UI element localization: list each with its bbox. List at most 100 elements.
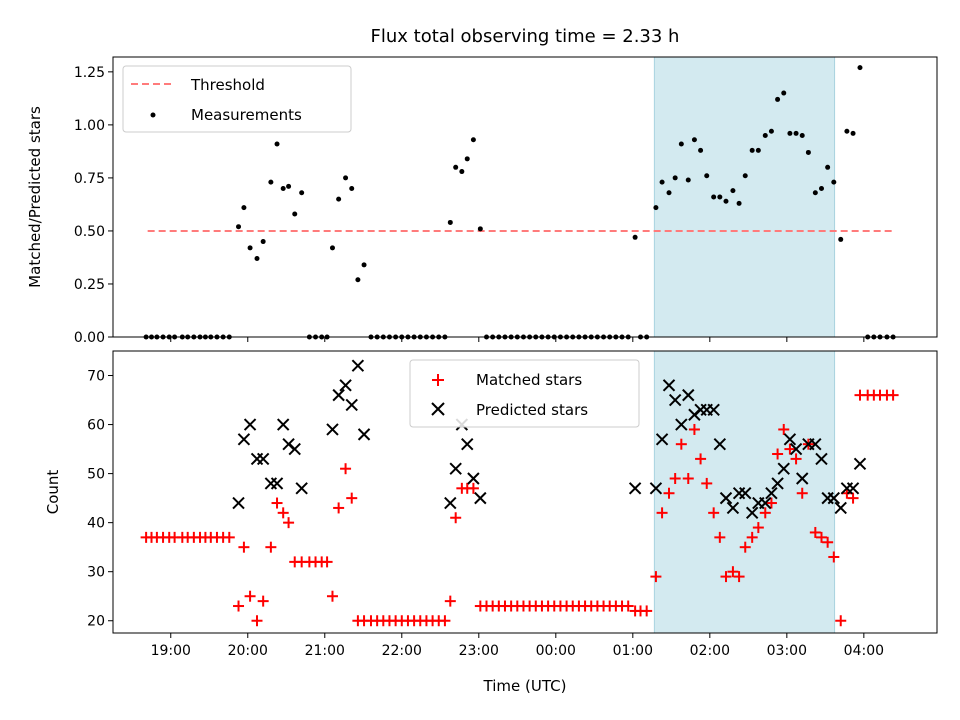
matched-star-point (828, 551, 840, 563)
predicted-star-point (250, 452, 264, 466)
bottom-y-tick-label: 60 (87, 418, 105, 434)
measurement-point (831, 179, 837, 185)
x-tick-label: 02:00 (690, 643, 730, 659)
bottom-plot-frame (112, 350, 938, 634)
measurement-point (260, 239, 266, 245)
x-tick-label: 23:00 (459, 643, 499, 659)
predicted-star-point (789, 442, 803, 456)
bottom-y-axis-label: Count (44, 470, 62, 515)
matched-star-point (822, 536, 834, 548)
measurement-point (850, 130, 856, 136)
top-highlight-span (653, 56, 836, 338)
top-y-tick-label: 0.50 (74, 224, 105, 240)
predicted-star-point (256, 452, 270, 466)
measurement-point (292, 211, 298, 217)
matched-star-point (439, 615, 451, 627)
top-y-tick-label: 0.00 (74, 330, 105, 346)
measurement-point (711, 194, 717, 200)
predicted-star-point (276, 418, 290, 431)
measurement-point (704, 173, 710, 179)
matched-star-point (835, 615, 847, 627)
measurement-point (736, 200, 742, 206)
matched-star-point (251, 615, 263, 627)
matched-star-point (708, 507, 720, 519)
measurement-point (299, 190, 305, 196)
measurement-point (805, 149, 811, 155)
measurement-point (286, 183, 292, 189)
measurement-point (793, 130, 799, 136)
measurement-point (723, 198, 729, 204)
measurement-point (787, 130, 793, 136)
matched-star-point (714, 531, 726, 543)
matched-star-point (815, 531, 827, 543)
measurement-point (355, 277, 361, 283)
x-tick-label: 03:00 (767, 643, 807, 659)
predicted-star-point (628, 482, 642, 495)
legend-measurements-swatch (150, 112, 156, 118)
x-tick-label: 20:00 (228, 643, 268, 659)
matched-star-point (265, 541, 277, 553)
measurement-point (775, 96, 781, 102)
measurement-point (470, 137, 476, 143)
predicted-star-point (339, 379, 352, 392)
matched-star-point (746, 531, 758, 543)
predicted-star-point (295, 482, 308, 495)
measurement-point (653, 205, 659, 211)
measurement-point (812, 190, 818, 196)
bottom-legend: Matched stars Predicted stars (409, 359, 640, 428)
matched-star-point (739, 541, 751, 553)
predicted-star-point (783, 433, 797, 446)
legend-predicted-swatch (431, 402, 445, 416)
matched-star-point (444, 595, 456, 607)
matched-star-point (790, 453, 802, 465)
legend-matched-swatch (432, 374, 444, 386)
matched-star-point (688, 423, 700, 435)
bottom-y-tick-label: 20 (87, 614, 105, 630)
predicted-star-point (332, 388, 345, 402)
predicted-star-point (288, 442, 301, 456)
matched-star-point (720, 571, 732, 583)
predicted-star-point (834, 501, 847, 515)
measurement-point (280, 186, 286, 192)
legend-matched-label: Matched stars (476, 371, 582, 389)
predicted-star-point (827, 491, 841, 505)
predicted-star-point (745, 506, 759, 520)
measurement-point (336, 196, 342, 202)
predicted-star-point (449, 462, 462, 475)
predicted-star-point (649, 482, 663, 495)
measurement-point (678, 141, 684, 147)
predicted-star-point (846, 482, 860, 495)
measurement-point (447, 219, 453, 225)
measurement-point (254, 256, 260, 262)
matched-star-point (277, 507, 289, 519)
matched-star-point (682, 473, 694, 485)
matched-star-point (238, 541, 250, 553)
x-tick-label: 00:00 (536, 643, 576, 659)
predicted-star-point (726, 501, 740, 515)
measurement-point (361, 262, 367, 268)
matched-star-point (340, 463, 352, 475)
matched-star-point (656, 507, 668, 519)
measurement-point (329, 245, 335, 251)
predicted-star-point (467, 472, 480, 485)
measurement-point (762, 132, 768, 138)
predicted-star-point (326, 423, 339, 436)
matched-star-point (701, 477, 713, 489)
predicted-star-point (662, 379, 676, 392)
measurement-point (799, 132, 805, 138)
measurement-point (685, 177, 691, 183)
predicted-star-point (444, 496, 457, 510)
measurement-point (247, 245, 253, 251)
measurement-point (274, 141, 280, 147)
measurement-point (343, 175, 349, 181)
matched-star-point (784, 443, 796, 455)
measurement-point (477, 226, 483, 232)
measurement-point (857, 65, 863, 71)
predicted-star-point (243, 418, 257, 431)
top-plot-frame (112, 56, 938, 338)
matched-star-point (772, 448, 784, 460)
measurement-point (742, 173, 748, 179)
measurement-point (459, 169, 465, 175)
matched-star-point (271, 497, 283, 509)
